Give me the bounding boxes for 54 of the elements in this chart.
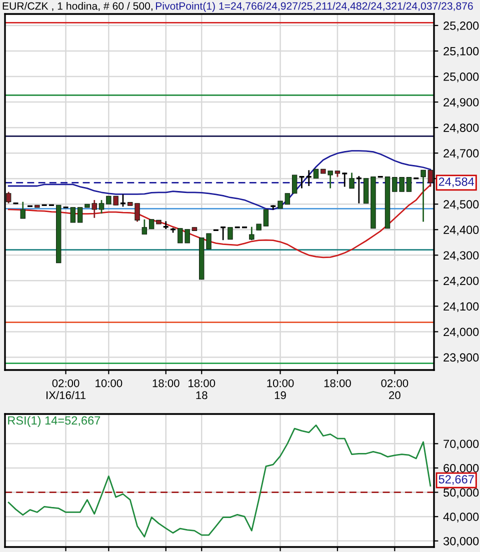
chart-title: RSI(1) 14=52,667 xyxy=(8,416,100,427)
candlestick xyxy=(420,169,426,222)
candlestick xyxy=(228,226,233,240)
candlestick xyxy=(313,168,319,180)
y-tick-label: 24,900 xyxy=(444,98,479,108)
candlestick xyxy=(306,169,312,187)
x-tick-label: 10:00 xyxy=(96,379,122,388)
candlestick xyxy=(20,201,26,220)
line-series xyxy=(8,150,432,210)
y-tick-label: 40,000 xyxy=(443,512,479,522)
line-series xyxy=(8,184,432,258)
candlestick xyxy=(120,194,126,208)
y-tick-label: 24,800 xyxy=(444,124,479,134)
candlestick xyxy=(6,191,12,204)
x-tick-label: 10:00 19 xyxy=(267,379,294,400)
x-tick-label: 18:00 xyxy=(152,379,180,388)
y-tick-label: 24,100 xyxy=(444,302,479,312)
candlestick xyxy=(142,218,148,235)
y-tick-label: 60,000 xyxy=(444,464,479,474)
x-tick-label: 18:00 xyxy=(324,379,351,388)
candlestick xyxy=(263,208,269,227)
y-tick-label: 25,100 xyxy=(444,47,479,57)
candlestick xyxy=(406,176,412,192)
candlestick xyxy=(70,206,76,224)
y-tick-label: 30,000 xyxy=(443,536,479,547)
y-tick-label: 24,700 xyxy=(444,149,479,159)
candlestick xyxy=(292,174,298,194)
y-tick-label: 25,200 xyxy=(444,22,479,32)
candlestick xyxy=(341,172,348,188)
candlestick xyxy=(356,175,362,204)
y-tick-label: 24,000 xyxy=(444,328,479,338)
y-tick-label: 24,400 xyxy=(444,226,479,236)
ref-line-label: 24,584 xyxy=(438,177,474,188)
y-tick-label: 23,900 xyxy=(444,353,479,364)
x-tick-label: 02:00 20 xyxy=(381,379,408,400)
y-tick-label: 50,000 xyxy=(444,488,479,498)
candlestick xyxy=(298,175,306,189)
data-label: 52,667 xyxy=(438,475,474,485)
candlestick xyxy=(284,192,290,206)
candlestick xyxy=(249,226,254,241)
candlestick xyxy=(349,172,354,189)
candlestick xyxy=(148,218,154,230)
candlestick xyxy=(77,206,83,224)
chart-title: EUR/CZK , 1 hodina, # 60 / 500, xyxy=(2,2,152,11)
y-tick-label: 24,500 xyxy=(444,200,479,210)
candlestick xyxy=(220,226,226,241)
y-tick-label: 24,200 xyxy=(444,276,479,286)
x-tick-label: 02:00 IX/16/11 xyxy=(46,379,86,400)
y-tick-label: 24,300 xyxy=(444,251,479,261)
y-tick-label: 70,000 xyxy=(444,440,479,450)
y-tick-label: 25,000 xyxy=(444,72,479,82)
candlestick xyxy=(98,199,104,214)
chart-subtitle: PivotPoint(1) 1=24,766/24,927/25,211/24,482/24,321/24,037/23,876 xyxy=(156,2,473,12)
x-tick-label: 18:00 18 xyxy=(188,379,216,400)
